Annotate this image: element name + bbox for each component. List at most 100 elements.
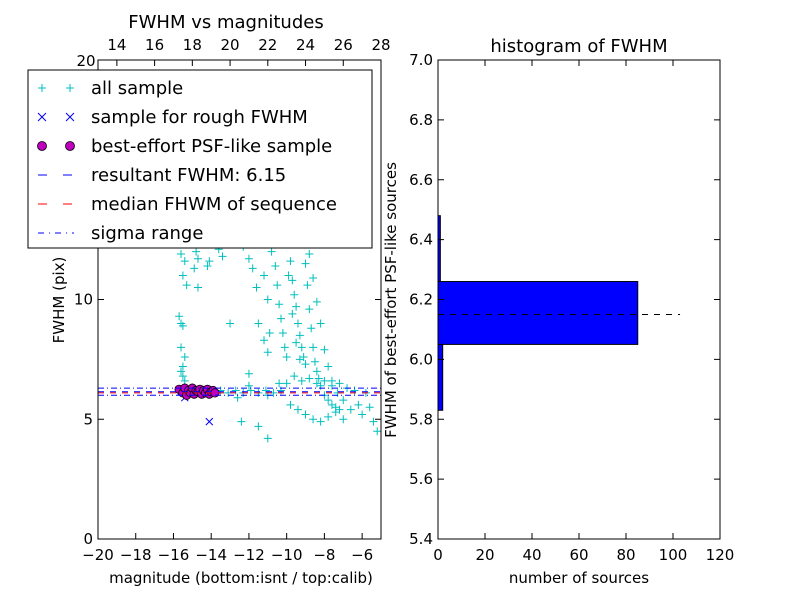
all-sample-point-99 — [354, 400, 363, 409]
all-sample-point-95 — [324, 412, 333, 421]
all-sample-point-47 — [293, 319, 302, 328]
best-effort-point-18 — [210, 388, 220, 398]
left-chart-title: FWHM vs magnitudes — [128, 12, 323, 33]
left-chart-marks — [98, 238, 382, 443]
legend-marker-all-1 — [66, 84, 74, 92]
all-sample-point-48 — [295, 331, 304, 340]
all-sample-point-35 — [271, 261, 280, 270]
left-x-tick-label-7: −6 — [351, 546, 373, 564]
legend-marker-rough-0 — [37, 112, 47, 122]
left-top-tick-label-6: 26 — [334, 36, 353, 54]
all-sample-point-122 — [237, 417, 246, 426]
legend-box — [27, 69, 373, 249]
all-sample-point-120 — [263, 434, 272, 443]
histogram-bar-1 — [437, 281, 639, 345]
all-sample-point-83 — [305, 374, 314, 383]
all-sample-point-60 — [307, 324, 316, 333]
all-sample-point-28 — [260, 336, 269, 345]
left-chart-fwhm-vs-magnitudes: FWHM vs magnitudes −20 −18 −16 −14 −12 −10 −8−… — [27, 12, 391, 587]
all-sample-point-63 — [312, 367, 321, 376]
all-sample-point-14 — [192, 247, 201, 256]
all-sample-point-39 — [278, 329, 287, 338]
right-chart-xlabel: number of sources — [509, 569, 649, 587]
all-sample-point-3 — [177, 343, 186, 352]
legend-marker-all-0 — [38, 84, 46, 92]
all-sample-point-34 — [267, 247, 276, 256]
right-y-tick-label-4: 6.2 — [409, 291, 433, 309]
all-sample-point-4 — [180, 352, 189, 361]
all-sample-point-25 — [248, 264, 257, 273]
legend-entry-0: all sample — [38, 78, 183, 99]
legend: all sample sample for rough FWHM best-effo… — [27, 69, 373, 249]
all-sample-point-41 — [282, 352, 291, 361]
all-sample-point-5 — [178, 362, 187, 371]
all-sample-point-21 — [218, 252, 227, 261]
all-sample-point-54 — [292, 338, 301, 347]
left-x-tick-label-2: −16 — [158, 546, 190, 564]
all-sample-point-36 — [273, 281, 282, 290]
all-sample-point-81 — [290, 372, 299, 381]
left-y-tick-label-0: 0 — [83, 530, 93, 548]
all-sample-point-17 — [193, 283, 202, 292]
left-x-tick-label-6: −8 — [313, 546, 335, 564]
all-sample-point-44 — [288, 276, 297, 285]
histogram-bar-0 — [437, 343, 444, 411]
all-sample-point-87 — [335, 379, 344, 388]
all-sample-point-93 — [309, 415, 318, 424]
legend-entry-2: best-effort PSF-like sample — [37, 136, 332, 157]
right-chart-ylabel: FWHM of best-effort PSF-like sources — [382, 162, 400, 438]
all-sample-point-62 — [310, 357, 319, 366]
right-x-tick-label-4: 80 — [616, 546, 635, 564]
left-x-tick-label-1: −18 — [120, 546, 152, 564]
all-sample-point-72 — [309, 273, 318, 282]
right-y-tick-label-1: 5.6 — [409, 470, 433, 488]
all-sample-point-29 — [263, 348, 272, 357]
all-sample-point-67 — [324, 396, 333, 405]
legend-label-4: median FHWM of sequence — [91, 194, 337, 215]
left-top-tick-label-4: 22 — [258, 36, 277, 54]
all-sample-point-82 — [297, 376, 306, 385]
legend-label-1: sample for rough FWHM — [91, 107, 308, 128]
all-sample-point-64 — [314, 374, 323, 383]
legend-entry-1: sample for rough FWHM — [37, 107, 308, 128]
all-sample-point-33 — [265, 329, 274, 338]
right-chart-axes: 0 20 40 60 80 100 120 5.4 5.6 5.8 6.0 6.2 6.4 6.6 6.8 7… — [409, 51, 734, 564]
legend-label-2: best-effort PSF-like sample — [91, 136, 332, 157]
all-sample-point-75 — [320, 345, 329, 354]
left-top-tick-label-2: 18 — [183, 36, 202, 54]
all-sample-point-76 — [324, 362, 333, 371]
left-chart-xlabel: magnitude (bottom:isnt / top:calib) — [109, 569, 373, 587]
all-sample-point-92 — [301, 410, 310, 419]
all-sample-point-98 — [346, 405, 355, 414]
all-sample-point-96 — [331, 408, 340, 417]
right-y-tick-label-5: 6.4 — [409, 231, 433, 249]
all-sample-point-32 — [263, 295, 272, 304]
right-y-tick-label-8: 7.0 — [409, 51, 433, 69]
right-y-tick-label-3: 6.0 — [409, 350, 433, 368]
legend-entry-5: sigma range — [38, 223, 203, 244]
right-chart-marks — [437, 215, 681, 411]
all-sample-point-45 — [290, 290, 299, 299]
left-y-tick-label-2: 10 — [74, 291, 93, 309]
all-sample-point-52 — [284, 271, 293, 280]
all-sample-point-94 — [316, 417, 325, 426]
all-sample-point-11 — [178, 271, 187, 280]
all-sample-point-46 — [292, 302, 301, 311]
legend-label-0: all sample — [91, 78, 183, 99]
left-x-tick-label-0: −20 — [82, 546, 114, 564]
left-chart-ylabel: FWHM (pix) — [50, 257, 68, 344]
all-sample-point-119 — [254, 422, 263, 431]
all-sample-point-19 — [205, 257, 214, 266]
all-sample-point-55 — [295, 355, 304, 364]
left-x-tick-label-3: −14 — [195, 546, 227, 564]
left-top-tick-label-5: 24 — [296, 36, 315, 54]
all-sample-point-57 — [301, 259, 310, 268]
all-sample-point-38 — [277, 314, 286, 323]
all-sample-point-40 — [280, 343, 289, 352]
all-sample-point-90 — [286, 400, 295, 409]
all-sample-point-15 — [193, 254, 202, 263]
right-x-tick-label-3: 60 — [569, 546, 588, 564]
all-sample-point-97 — [339, 415, 348, 424]
left-top-tick-label-3: 20 — [221, 36, 240, 54]
